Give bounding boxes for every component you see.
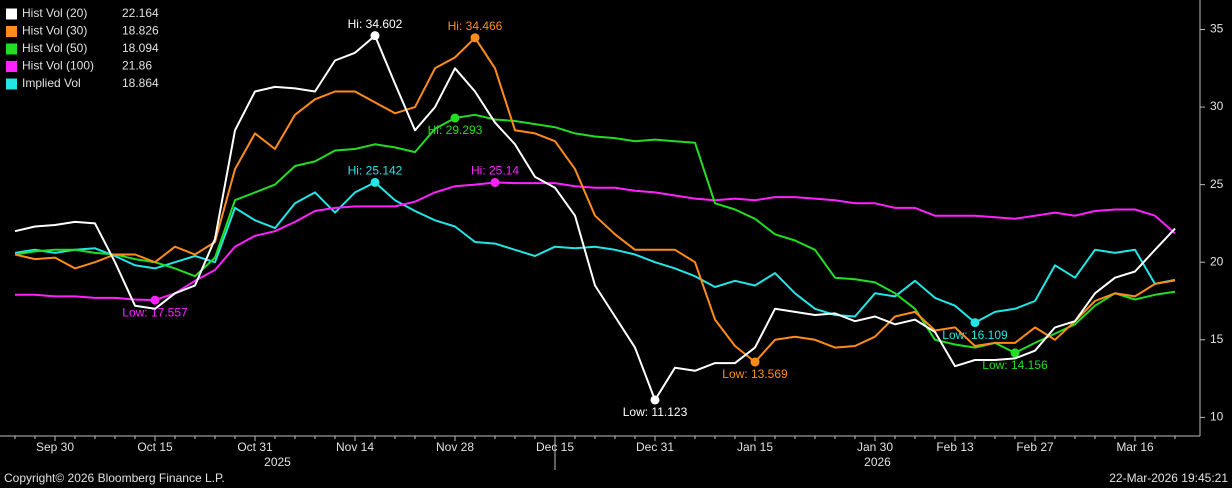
extreme-marker	[150, 295, 160, 305]
value-label: Hi: 25.14	[471, 164, 519, 178]
legend-label: Hist Vol (50)	[22, 41, 87, 55]
x-tick-label: Oct 31	[237, 440, 273, 454]
y-tick-label: 30	[1210, 99, 1224, 113]
x-tick-label: Feb 27	[1016, 440, 1054, 454]
legend-swatch	[6, 61, 17, 72]
extreme-marker	[370, 177, 380, 187]
legend-value: 22.164	[122, 6, 159, 20]
x-tick-label: Jan 15	[737, 440, 773, 454]
series-line	[15, 181, 1176, 302]
legend-swatch	[6, 78, 17, 90]
x-tick-label: Nov 28	[436, 440, 474, 454]
y-tick-label: 15	[1210, 332, 1224, 346]
x-tick-label: Nov 14	[336, 440, 374, 454]
series-line	[14, 34, 1176, 401]
year-label: 2026	[864, 455, 891, 469]
y-tick-label: 25	[1210, 177, 1224, 191]
legend-swatch	[6, 8, 17, 20]
extreme-marker	[1010, 348, 1020, 358]
x-tick-label: Oct 15	[137, 440, 173, 454]
extreme-marker	[470, 33, 480, 43]
series-line	[14, 36, 1176, 363]
legend-label: Hist Vol (20)	[22, 6, 87, 20]
value-label: Low: 14.156	[982, 358, 1048, 372]
legend: Hist Vol (20) 22.164 Hist Vol (30) 18.826 Hi…	[0, 0, 172, 98]
value-label: Hi: 29.293	[428, 123, 483, 137]
value-label: Hi: 34.466	[448, 19, 503, 33]
copyright: Copyright© 2026 Bloomberg Finance L.P.	[4, 471, 225, 485]
x-tick-label: Dec 31	[636, 440, 674, 454]
extreme-marker	[970, 318, 980, 328]
legend-swatch	[6, 43, 17, 55]
extreme-marker	[450, 113, 460, 123]
legend-swatch	[6, 26, 17, 37]
legend-label: Implied Vol	[22, 76, 81, 90]
extreme-marker	[490, 177, 500, 187]
legend-box	[0, 0, 172, 98]
y-tick-label: 10	[1210, 410, 1224, 424]
year-label: 2025	[264, 455, 291, 469]
series-line	[14, 181, 1176, 324]
series-line	[14, 113, 1176, 354]
legend-value: 21.86	[122, 59, 152, 73]
y-tick-label: 35	[1210, 22, 1224, 36]
value-label: Low: 17.557	[122, 305, 188, 319]
y-tick-label: 20	[1210, 254, 1224, 268]
timestamp: 22-Mar-2026 19:45:21	[1109, 471, 1228, 485]
x-tick-label: Jan 30	[857, 440, 893, 454]
value-label: Low: 13.569	[722, 367, 788, 381]
legend-value: 18.864	[122, 76, 159, 90]
legend-label: Hist Vol (30)	[22, 24, 87, 38]
x-tick-label: Mar 16	[1116, 440, 1154, 454]
value-label: Low: 16.109	[942, 328, 1008, 342]
value-label: Hi: 34.602	[348, 17, 403, 31]
x-tick-label: Sep 30	[36, 440, 74, 454]
x-tick-label: Feb 13	[936, 440, 974, 454]
legend-value: 18.826	[122, 24, 159, 38]
extreme-marker	[750, 357, 760, 367]
extreme-marker	[370, 31, 380, 41]
value-label: Hi: 25.142	[348, 164, 403, 178]
legend-label: Hist Vol (100)	[22, 59, 94, 73]
value-label: Low: 11.123	[623, 405, 688, 419]
legend-value: 18.094	[122, 41, 159, 55]
extreme-marker	[650, 395, 660, 405]
